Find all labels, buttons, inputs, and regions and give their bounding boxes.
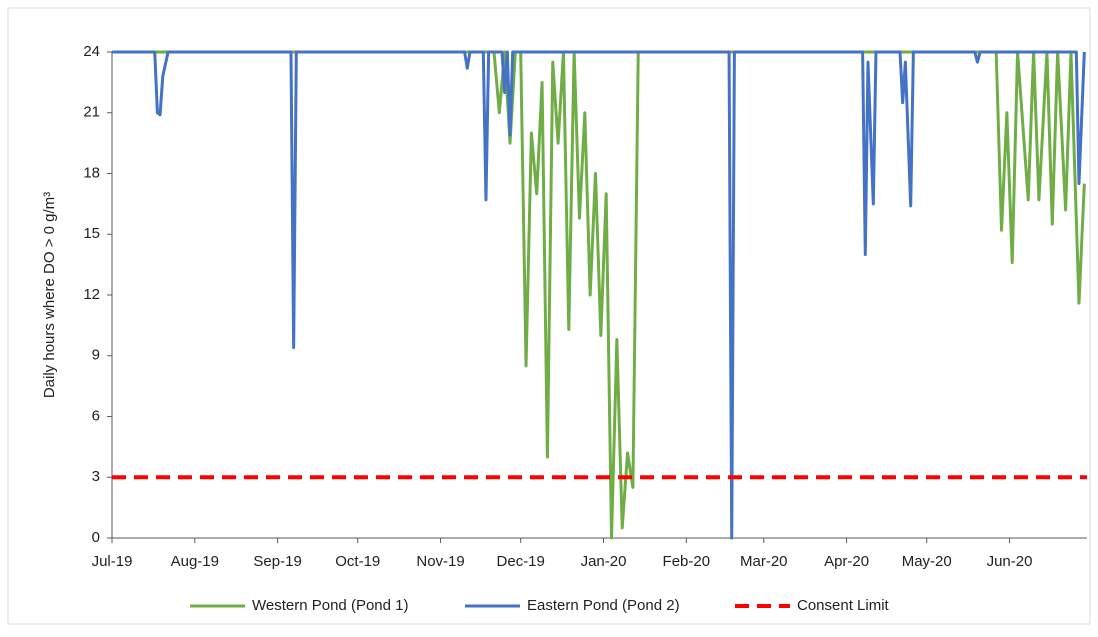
x-tick-label: Aug-19	[171, 553, 219, 570]
y-tick-label: 3	[92, 468, 100, 485]
x-tick-label: May-20	[902, 553, 952, 570]
legend-label: Consent Limit	[797, 597, 890, 614]
y-tick-label: 0	[92, 529, 100, 546]
x-tick-label: Jun-20	[987, 553, 1033, 570]
y-tick-label: 24	[83, 43, 100, 60]
x-tick-label: Jul-19	[92, 553, 133, 570]
y-tick-label: 9	[92, 347, 100, 364]
y-tick-label: 21	[83, 104, 100, 121]
series-line	[112, 50, 1086, 540]
x-tick-label: Mar-20	[740, 553, 788, 570]
legend-label: Western Pond (Pond 1)	[252, 597, 408, 614]
x-tick-label: Jan-20	[581, 553, 627, 570]
y-tick-label: 15	[83, 225, 100, 242]
y-tick-label: 6	[92, 407, 100, 424]
series-line	[112, 50, 1086, 540]
x-tick-label: Sep-19	[253, 553, 301, 570]
legend-label: Eastern Pond (Pond 2)	[527, 597, 680, 614]
y-tick-label: 12	[83, 286, 100, 303]
x-tick-label: Nov-19	[416, 553, 464, 570]
y-tick-label: 18	[83, 164, 100, 181]
x-tick-label: Dec-19	[497, 553, 545, 570]
y-axis-label: Daily hours where DO > 0 g/m³	[41, 192, 58, 398]
x-tick-label: Feb-20	[663, 553, 711, 570]
x-tick-label: Apr-20	[824, 553, 869, 570]
x-tick-label: Oct-19	[335, 553, 380, 570]
